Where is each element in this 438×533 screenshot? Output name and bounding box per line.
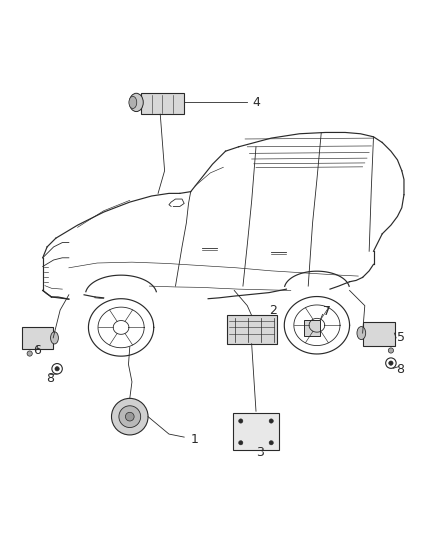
Text: 5: 5 (397, 332, 405, 344)
Circle shape (389, 361, 393, 365)
Circle shape (125, 413, 134, 421)
Text: 1: 1 (191, 433, 199, 446)
Circle shape (112, 398, 148, 435)
Circle shape (239, 419, 243, 423)
Circle shape (119, 406, 141, 427)
Text: 3: 3 (256, 446, 264, 459)
Ellipse shape (129, 96, 137, 109)
Text: 4: 4 (252, 96, 260, 109)
FancyBboxPatch shape (226, 316, 277, 344)
FancyBboxPatch shape (304, 320, 321, 336)
Text: 7: 7 (323, 305, 331, 318)
Circle shape (55, 367, 59, 371)
FancyBboxPatch shape (22, 327, 53, 349)
Ellipse shape (357, 327, 366, 340)
FancyBboxPatch shape (233, 414, 279, 450)
Ellipse shape (129, 93, 143, 111)
Ellipse shape (50, 332, 58, 344)
Circle shape (269, 441, 273, 445)
FancyBboxPatch shape (141, 93, 184, 114)
Circle shape (389, 348, 393, 353)
Circle shape (239, 441, 243, 445)
Text: 6: 6 (33, 344, 41, 357)
Circle shape (27, 351, 32, 356)
FancyBboxPatch shape (363, 322, 395, 346)
Text: 8: 8 (46, 372, 55, 385)
Text: 2: 2 (269, 303, 277, 317)
Circle shape (269, 419, 273, 423)
Text: 8: 8 (396, 363, 404, 376)
